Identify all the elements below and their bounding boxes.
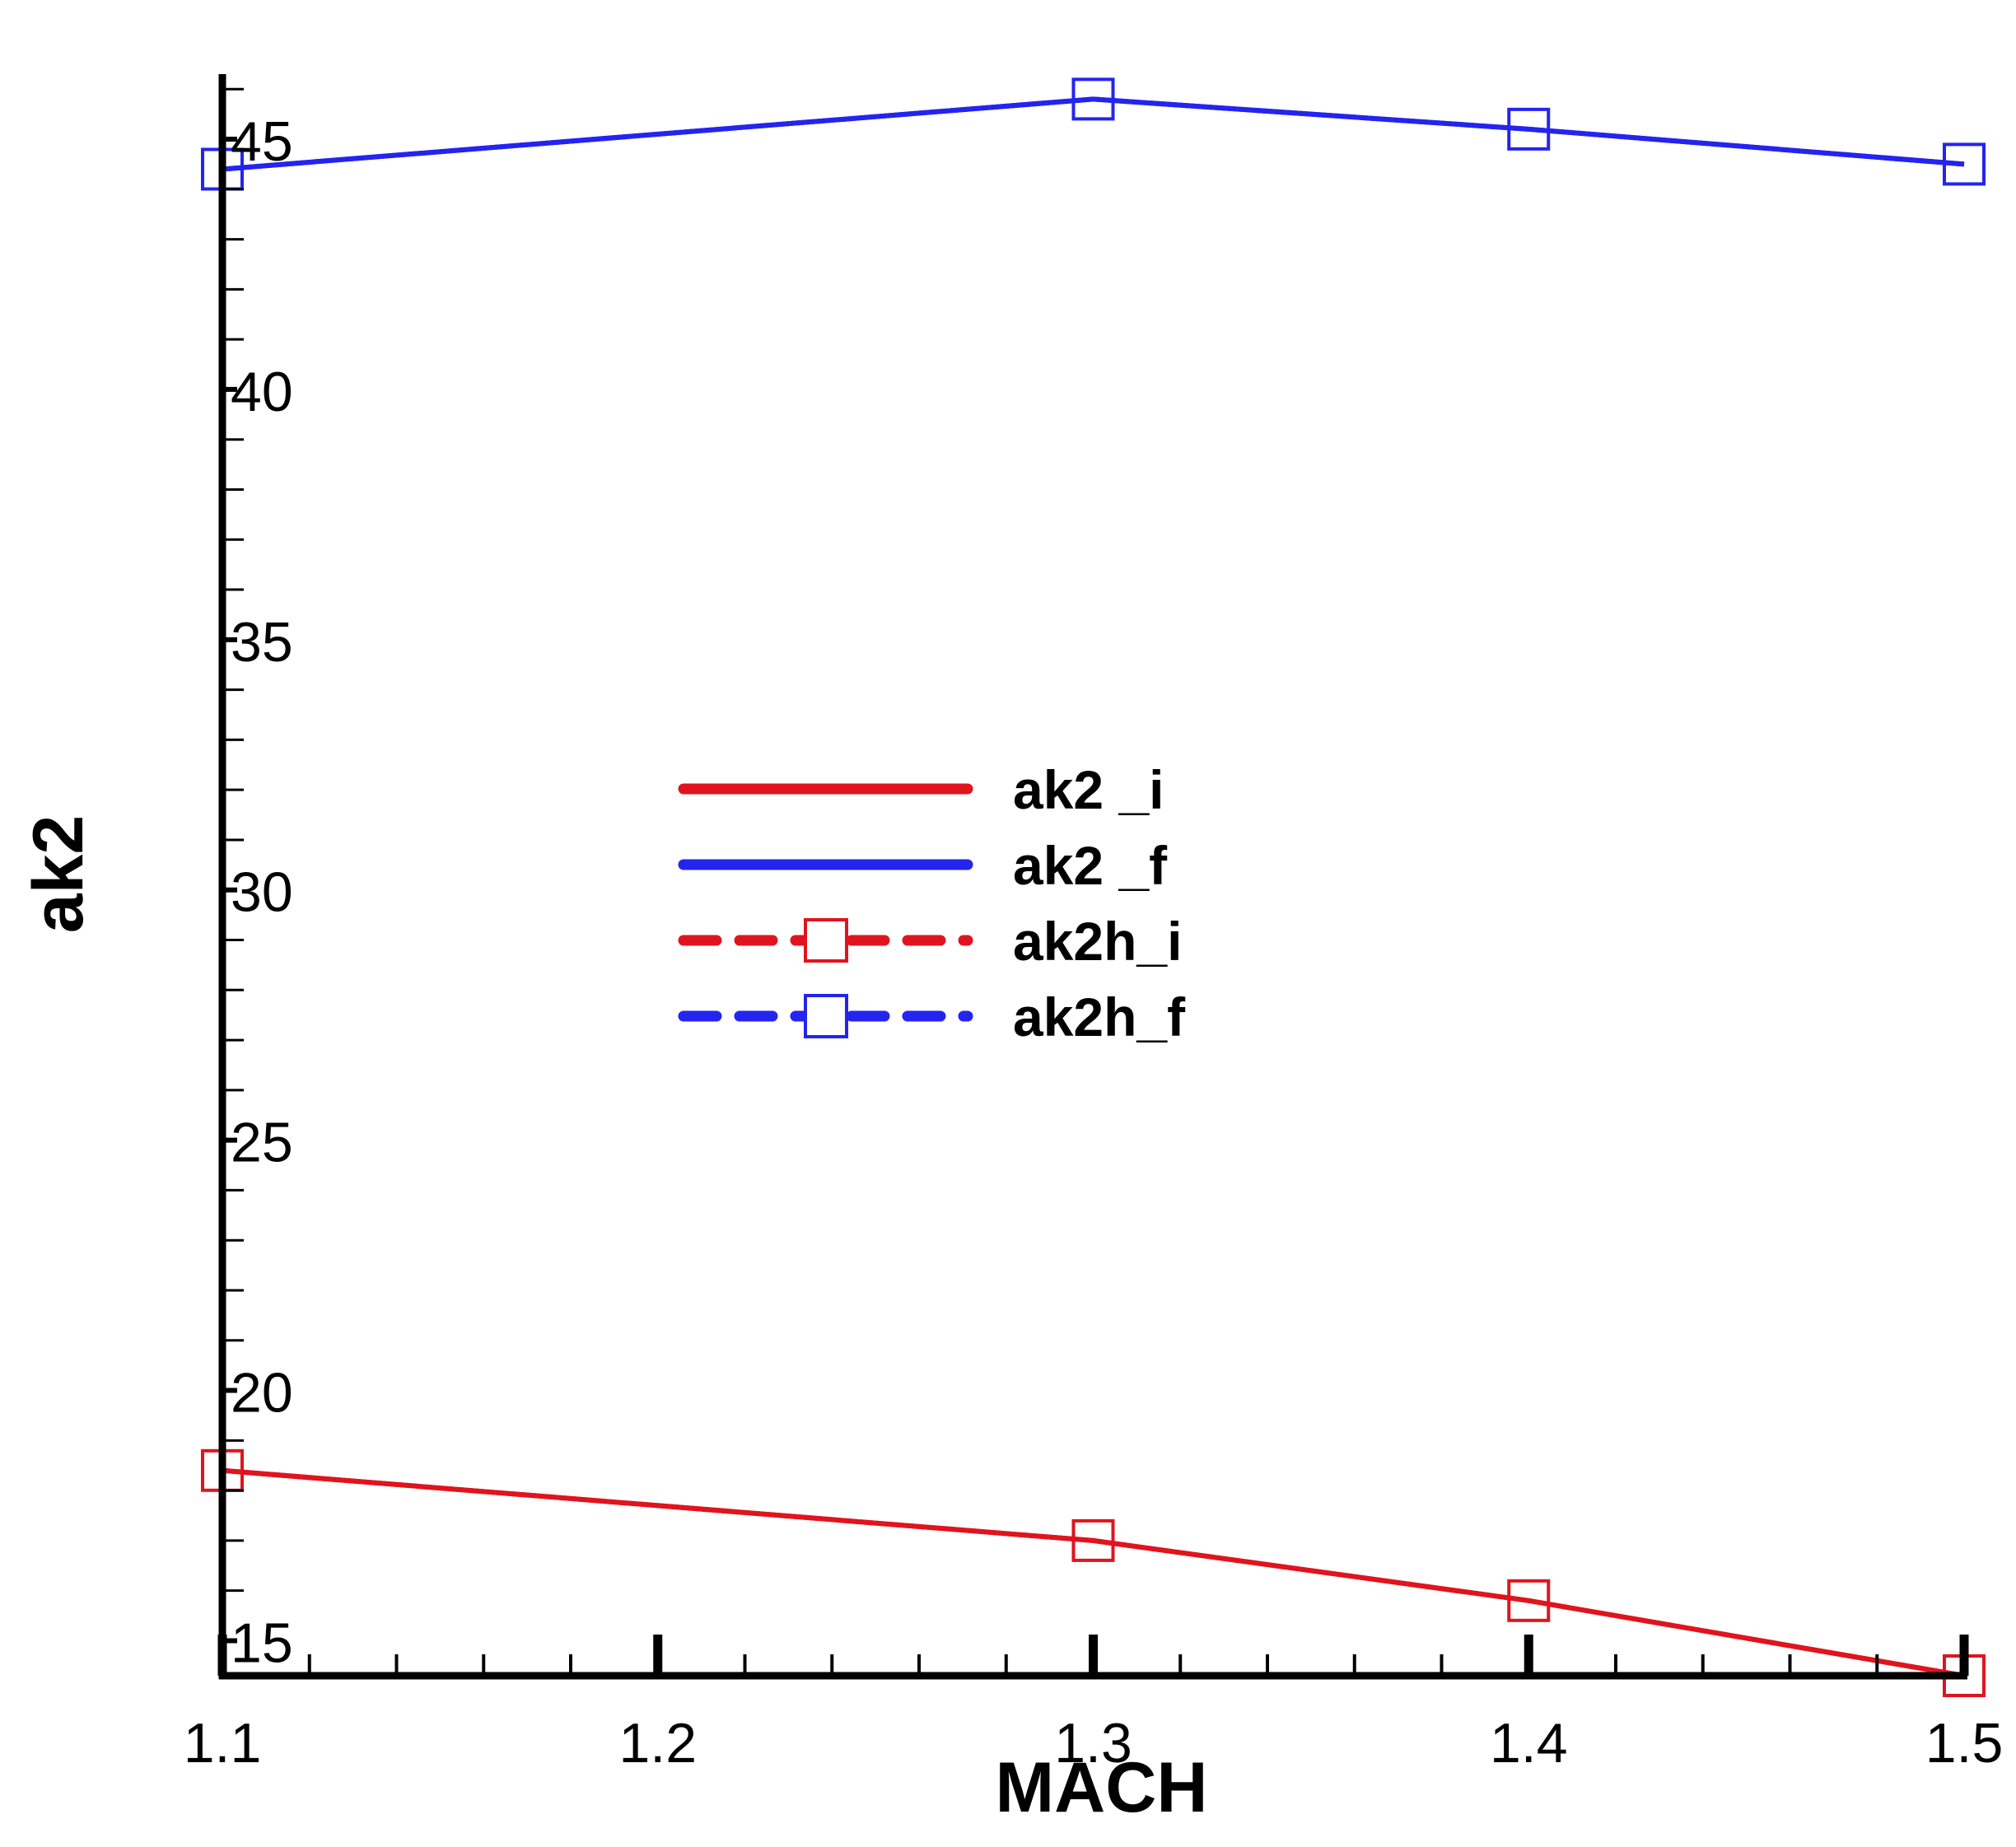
data-point-marker [1507,107,1551,151]
y-tick-label: 20 [231,1362,293,1425]
y-tick-label: 30 [231,861,293,924]
series-layer [222,96,1965,1678]
y-tick-label: 40 [231,361,293,423]
y-axis-title: ak2 [19,815,98,934]
y-tick-label: 15 [231,1611,293,1674]
data-point-marker [1507,1579,1551,1622]
legend-marker [804,994,848,1038]
x-tick-label: 1.2 [618,1712,697,1775]
legend-label: ak2h_f [1013,986,1186,1047]
legend-marker [804,918,848,963]
x-tick-label: 1.5 [1925,1712,2004,1775]
x-tick-label: 1.3 [1054,1712,1132,1775]
data-point-marker [1071,1518,1115,1562]
data-point-marker [1943,142,1986,186]
series-line-ak2h_f [222,96,1965,172]
legend-label: ak2 _f [1013,835,1168,896]
x-tick-label: 1.4 [1490,1712,1568,1775]
axes: 1.1 1.2 1.3 1.4 1.5 15 20 25 30 35 40 45 [184,74,2004,1775]
legend: ak2 _i ak2 _f ak2h_i ak2h_f [678,759,1186,1047]
data-point-marker [1071,77,1115,121]
y-tick-label: 25 [231,1112,293,1174]
series-line-ak2_f [222,96,1965,172]
y-tick-label: 45 [231,110,293,173]
legend-label: ak2h_i [1013,911,1182,972]
series-line-ak2h_i [222,1467,1965,1678]
x-tick-label: 1.1 [184,1712,262,1775]
legend-label: ak2 _i [1013,759,1164,820]
y-axis-ticks: 15 20 25 30 35 40 45 [222,87,293,1674]
x-axis-title: MACH [996,1748,1208,1827]
y-tick-label: 35 [231,611,293,674]
